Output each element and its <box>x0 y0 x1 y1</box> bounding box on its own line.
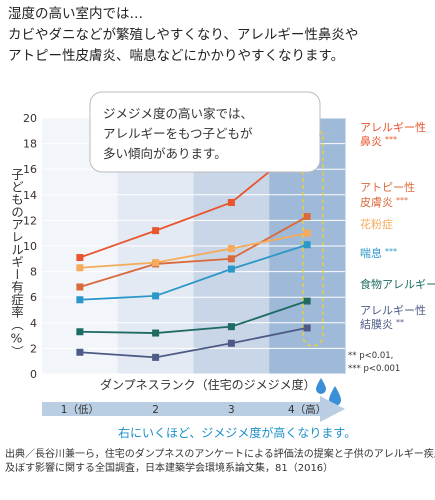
x-tick-label: 2 <box>152 404 159 416</box>
data-point <box>152 227 160 235</box>
footnote-line-2: 及ぼす影響に関する全国調査，日本建築学会環境系論文集，81（2016） <box>5 463 334 474</box>
series-lines <box>79 140 308 359</box>
series-label: アレルギー性 <box>360 303 426 317</box>
data-point <box>152 353 160 361</box>
dampness-arrow <box>42 396 345 422</box>
series-line-6 <box>79 327 308 359</box>
data-point <box>227 245 235 253</box>
data-point <box>303 241 311 249</box>
significance-legend: ** p<0.01, *** p<0.001 <box>348 350 400 376</box>
series-label: 食物アレルギー <box>360 277 435 291</box>
x-tick-labels: 1（低） 2 3 4（高） <box>61 403 326 416</box>
data-point <box>76 283 84 291</box>
series-label: 結膜炎 ** <box>360 317 404 331</box>
y-tick-label: 12 <box>23 214 37 227</box>
data-point <box>76 328 84 336</box>
data-point <box>76 296 84 304</box>
y-tick-label: 8 <box>30 266 37 279</box>
callout-box: ジメジメ度の高い家では、 アレルギーをもつ子どもが 多い傾向があります。 <box>89 91 331 173</box>
data-point <box>227 339 235 347</box>
water-drop-icon <box>316 378 341 406</box>
x-tick-label: 4（高） <box>288 403 326 416</box>
y-tick-label: 10 <box>23 240 37 253</box>
data-point <box>76 254 84 262</box>
intro-line-1: 湿度の高い室内では… <box>8 6 143 22</box>
data-point <box>152 259 160 267</box>
data-point <box>303 229 311 237</box>
y-tick-label: 4 <box>30 317 37 330</box>
y-tick-label: 0 <box>30 368 37 381</box>
significance-marker: *** <box>385 247 397 256</box>
y-tick-label: 2 <box>30 342 37 355</box>
x-tick-label: 3 <box>228 404 235 416</box>
intro-line-2: カビやダニなどが繁殖しやすくなり、アレルギー性鼻炎や <box>8 27 359 43</box>
data-point <box>76 348 84 356</box>
series-line-5 <box>79 300 308 334</box>
callout-line-2: アレルギーをもつ子どもが <box>103 126 253 141</box>
data-point <box>303 297 311 305</box>
arrow-caption: 右にいくほど、ジメジメ度が高くなります。 <box>118 425 356 440</box>
series-label: 皮膚炎 *** <box>360 195 408 209</box>
y-tick-label: 6 <box>30 291 37 304</box>
significance-marker: *** <box>396 196 408 205</box>
data-point <box>76 264 84 272</box>
series-markers <box>76 137 311 361</box>
data-point <box>227 198 235 206</box>
y-tick-labels: 0 2 4 6 8 10 12 14 16 18 20 <box>23 112 37 381</box>
data-point <box>303 324 311 332</box>
series-label: 喘息 *** <box>360 246 397 260</box>
callout-line-1: ジメジメ度の高い家では、 <box>103 106 253 121</box>
series-line-2 <box>79 215 308 288</box>
footnote-line-1: 出典／長谷川兼一ら，住宅のダンプネスのアンケートによる評価法の提案と子供のアレル… <box>5 449 435 460</box>
data-point <box>227 255 235 263</box>
significance-line-2: *** p<0.001 <box>348 364 401 374</box>
series-label: 花粉症 <box>360 217 393 231</box>
intro-text: 湿度の高い室内では… カビやダニなどが繁殖しやすくなり、アレルギー性鼻炎や アト… <box>8 4 433 67</box>
data-point <box>152 329 160 337</box>
data-point <box>227 265 235 273</box>
series-label: アレルギー性 <box>360 120 426 134</box>
significance-line-1: ** p<0.01, <box>348 351 394 361</box>
intro-line-3: アトピー性皮膚炎、喘息などにかかりやすくなります。 <box>8 48 345 64</box>
series-label: 鼻炎 *** <box>360 134 397 148</box>
x-axis-title: ダンプネスランク（住宅のジメジメ度） <box>100 377 316 392</box>
y-tick-label: 16 <box>23 163 37 176</box>
x-tick-label: 1（低） <box>61 403 99 416</box>
data-point <box>152 292 160 300</box>
callout-background <box>89 91 321 173</box>
y-tick-label: 18 <box>23 138 37 151</box>
y-axis-title: 子どものアレルギー有症率（%） <box>9 168 24 358</box>
data-point <box>303 213 311 221</box>
series-line-3 <box>79 232 308 269</box>
callout-pointer <box>318 132 331 136</box>
series-label: アトピー性 <box>360 180 415 194</box>
significance-marker: ** <box>396 318 404 327</box>
callout-line-3: 多い傾向があります。 <box>103 146 227 161</box>
footnote: 出典／長谷川兼一ら，住宅のダンプネスのアンケートによる評価法の提案と子供のアレル… <box>5 448 435 476</box>
y-tick-label: 14 <box>23 189 37 202</box>
series-line-4 <box>79 243 308 301</box>
data-point <box>227 323 235 331</box>
y-tick-label: 20 <box>23 112 37 125</box>
significance-marker: *** <box>385 135 397 144</box>
